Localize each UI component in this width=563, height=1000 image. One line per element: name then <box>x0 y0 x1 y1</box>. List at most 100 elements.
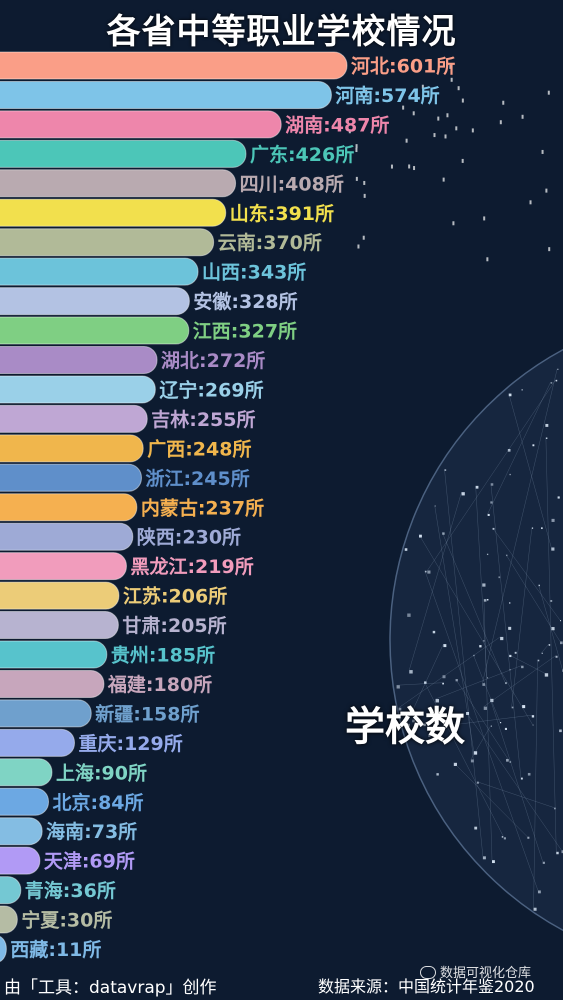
globe-dot <box>428 734 431 738</box>
globe-dot <box>504 682 507 685</box>
data-label-广东: 广东:426所 <box>250 143 354 166</box>
globe-dot <box>449 725 452 728</box>
globe-dot <box>412 719 415 723</box>
globe-dot <box>461 492 465 496</box>
globe-dot <box>509 669 511 671</box>
star-dot <box>461 98 464 103</box>
data-label-四川: 四川:408所 <box>240 173 344 195</box>
bar-贵州 <box>0 640 108 669</box>
globe-dot <box>531 715 535 718</box>
data-label-江西: 江西:327所 <box>193 321 297 343</box>
data-label-河南: 河南:574所 <box>335 85 439 107</box>
globe-dot <box>475 485 479 489</box>
bar-湖北 <box>0 346 158 374</box>
star-dot <box>545 188 548 193</box>
globe-dot <box>508 626 512 630</box>
data-label-广西: 广西:248所 <box>147 437 251 460</box>
globe-dot <box>533 907 537 911</box>
globe-link <box>476 781 555 808</box>
star-dot <box>452 221 455 226</box>
globe-dot <box>532 444 535 447</box>
star-dot <box>449 64 452 69</box>
data-label-黑龙江: 黑龙江:219所 <box>130 555 253 578</box>
star-dot <box>437 116 440 121</box>
globe-dot <box>557 496 560 499</box>
star-dot <box>442 177 445 182</box>
bar-江西 <box>0 316 190 345</box>
star-dot <box>486 257 489 262</box>
globe-dot <box>544 673 549 677</box>
bar-青海 <box>0 876 22 905</box>
globe-dot <box>508 393 512 397</box>
globe-dot <box>551 518 555 522</box>
data-label-浙江: 浙江:245所 <box>145 467 249 490</box>
star-dot <box>357 244 360 249</box>
globe-link <box>483 655 556 707</box>
globe-dot <box>487 513 490 516</box>
globe-dot <box>521 389 523 391</box>
globe-dot <box>498 576 501 579</box>
bar-宁夏 <box>0 905 18 934</box>
globe-link <box>505 554 561 642</box>
globe-dot <box>509 473 511 476</box>
watermark: 数据可视化仓库 <box>420 962 531 981</box>
globe-dot <box>398 707 402 711</box>
bar-海南 <box>0 817 43 846</box>
globe-dot <box>432 630 436 634</box>
globe-dot <box>507 449 511 452</box>
globe-dot <box>479 645 482 648</box>
globe-dot <box>559 729 562 733</box>
globe-link <box>418 534 533 725</box>
globe-link <box>427 379 556 571</box>
globe-dot <box>538 584 540 587</box>
globe-dot <box>550 382 553 384</box>
globe-link <box>396 682 443 686</box>
star-dot <box>547 90 550 95</box>
star-dot <box>421 84 424 89</box>
source-text: 数据来源：中国统计年鉴2020 <box>318 977 535 996</box>
globe-link <box>441 532 506 683</box>
globe-link <box>453 762 528 837</box>
globe-dot <box>532 724 534 726</box>
data-label-贵州: 贵州:185所 <box>111 645 215 667</box>
globe-dot <box>436 773 439 776</box>
globe-link <box>435 665 522 700</box>
star-dot <box>408 164 411 169</box>
globe-dot <box>482 583 486 587</box>
globe-dot <box>490 501 493 504</box>
globe-dot <box>492 527 495 530</box>
bar-河北 <box>0 51 348 80</box>
globe-dot <box>509 602 511 604</box>
globe-dot <box>435 699 439 703</box>
globe-dot <box>476 781 479 784</box>
data-label-河北: 河北:601所 <box>351 56 455 78</box>
bar-黑龙江 <box>0 552 127 581</box>
globe-link <box>541 644 549 653</box>
globe-dot <box>442 532 445 535</box>
globe-dot <box>509 761 512 763</box>
bar-江苏 <box>0 581 120 610</box>
star-dot <box>446 113 449 118</box>
globe-dot <box>554 807 556 810</box>
globe-dot <box>486 677 489 679</box>
bar-安徽 <box>0 287 190 316</box>
star-dot <box>402 105 405 110</box>
watermark-text: 数据可视化仓库 <box>440 966 532 981</box>
globe-dot <box>560 641 563 645</box>
globe-dot <box>555 655 558 658</box>
wechat-watermark-icon <box>420 966 436 979</box>
globe-dot <box>473 751 478 755</box>
globe-link <box>470 725 492 760</box>
globe-dot <box>541 527 543 530</box>
metric-label: 学校数 <box>345 704 465 750</box>
bar-山东 <box>0 198 227 227</box>
globe-dot <box>443 644 447 648</box>
data-label-吉林: 吉林:255所 <box>151 408 255 431</box>
data-label-山东: 山东:391所 <box>230 202 334 225</box>
data-label-新疆: 新疆:158所 <box>95 702 199 725</box>
globe-dot <box>490 698 494 703</box>
star-dot <box>355 148 358 153</box>
star-dot <box>355 144 358 149</box>
globe-dot <box>541 652 543 654</box>
globe-dot <box>424 681 427 684</box>
